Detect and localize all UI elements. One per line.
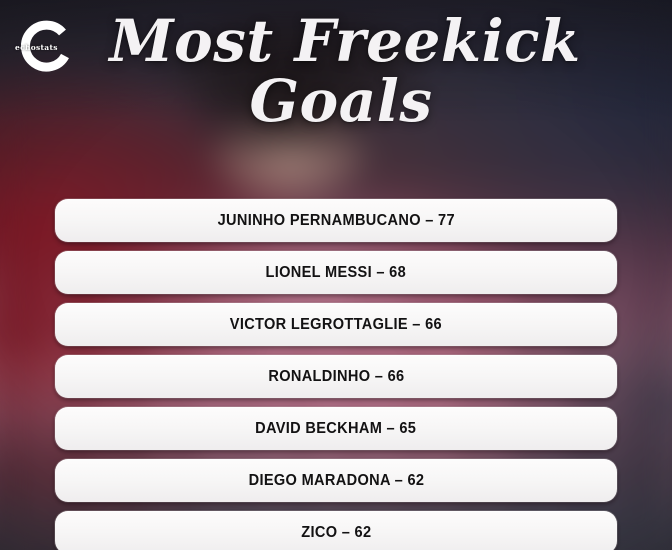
list-item[interactable]: RONALDINHO – 66 bbox=[55, 355, 617, 398]
list-item-label: JUNINHO PERNAMBUCANO – 77 bbox=[217, 211, 455, 229]
list-item-label: DAVID BECKHAM – 65 bbox=[255, 419, 417, 437]
list-item[interactable]: DIEGO MARADONA – 62 bbox=[55, 459, 617, 502]
list-item[interactable]: DAVID BECKHAM – 65 bbox=[55, 407, 617, 450]
title-line-2: Goals bbox=[249, 66, 433, 135]
list-item[interactable]: VICTOR LEGROTTAGLIE – 66 bbox=[55, 303, 617, 346]
ranking-list: JUNINHO PERNAMBUCANO – 77 LIONEL MESSI –… bbox=[55, 199, 617, 550]
brand-name: echostats bbox=[15, 43, 58, 52]
list-item-label: RONALDINHO – 66 bbox=[267, 367, 405, 385]
list-item-label: ZICO – 62 bbox=[300, 523, 372, 541]
list-item-label: DIEGO MARADONA – 62 bbox=[248, 471, 424, 489]
list-item[interactable]: ZICO – 62 bbox=[55, 511, 617, 550]
brand-logo[interactable]: echostats bbox=[15, 18, 80, 78]
page-title: Most Freekick Goals bbox=[0, 7, 672, 135]
list-item[interactable]: JUNINHO PERNAMBUCANO – 77 bbox=[55, 199, 617, 242]
list-item-label: LIONEL MESSI – 68 bbox=[265, 263, 407, 281]
title-line-1: Most Freekick bbox=[109, 7, 581, 75]
list-item[interactable]: LIONEL MESSI – 68 bbox=[55, 251, 617, 294]
list-item-label: VICTOR LEGROTTAGLIE – 66 bbox=[229, 315, 443, 333]
